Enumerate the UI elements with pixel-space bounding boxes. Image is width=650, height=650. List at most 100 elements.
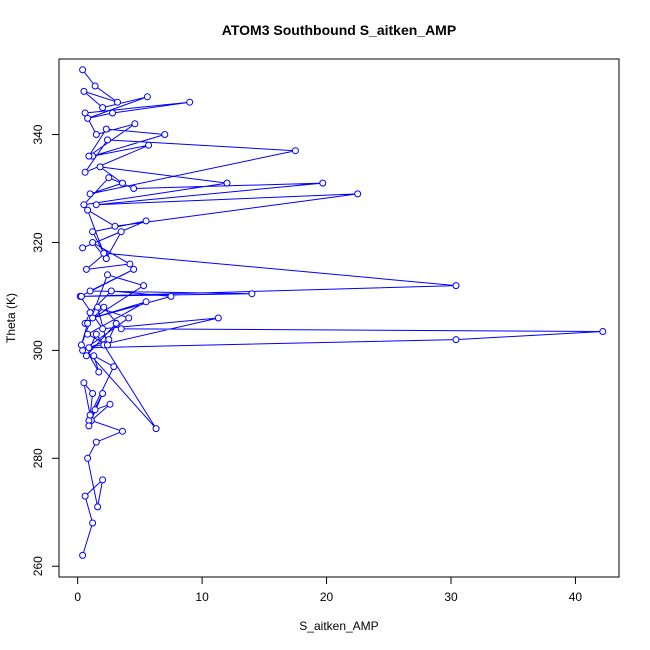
- data-point: [214, 314, 222, 322]
- data-point: [77, 341, 85, 349]
- data-point: [110, 363, 118, 371]
- data-point: [111, 222, 119, 230]
- data-point: [112, 319, 120, 327]
- data-point: [82, 352, 90, 360]
- data-point: [79, 66, 87, 74]
- chart-title: ATOM3 Southbound S_aitken_AMP: [222, 22, 456, 38]
- data-point: [142, 298, 150, 306]
- x-tick-label: 20: [320, 590, 334, 604]
- y-tick-label: 320: [31, 232, 45, 252]
- data-point: [81, 492, 89, 500]
- data-point: [140, 282, 148, 290]
- data-point: [84, 206, 92, 214]
- data-point: [84, 319, 92, 327]
- data-point: [223, 179, 231, 187]
- data-point: [105, 174, 113, 182]
- data-point: [319, 179, 327, 187]
- data-point: [99, 325, 107, 333]
- series-layer: [76, 66, 607, 559]
- data-point: [125, 314, 133, 322]
- data-point: [145, 141, 153, 149]
- data-point: [81, 168, 89, 176]
- data-point: [79, 551, 87, 559]
- data-point: [161, 131, 169, 138]
- data-point: [89, 239, 97, 246]
- data-point: [599, 328, 607, 335]
- y-axis-label: Theta (K): [4, 293, 18, 343]
- data-point: [92, 201, 100, 209]
- x-tick-label: 0: [74, 590, 81, 604]
- data-point: [100, 249, 108, 257]
- y-tick-label: 260: [31, 556, 45, 576]
- data-point: [104, 271, 111, 279]
- data-point: [167, 292, 175, 300]
- data-point: [86, 190, 94, 198]
- data-point: [94, 503, 102, 511]
- data-point: [86, 411, 94, 419]
- data-point: [130, 265, 138, 273]
- x-tick-label: 30: [444, 590, 458, 604]
- plot-frame: [58, 58, 620, 578]
- data-point: [130, 185, 138, 192]
- data-point: [102, 125, 110, 133]
- data-point: [84, 330, 92, 338]
- y-tick-label: 280: [31, 448, 45, 468]
- data-point: [99, 390, 107, 397]
- data-point: [117, 325, 125, 333]
- data-point: [95, 368, 103, 376]
- data-point: [92, 330, 100, 338]
- data-point: [89, 390, 97, 397]
- data-point: [354, 190, 362, 198]
- data-point: [100, 303, 108, 311]
- data-point: [117, 228, 125, 236]
- x-axis-label: S_aitken_AMP: [299, 619, 378, 633]
- data-point: [142, 217, 150, 225]
- data-point: [107, 287, 115, 295]
- data-point: [99, 104, 107, 112]
- data-point: [85, 152, 93, 160]
- data-point: [92, 131, 100, 138]
- data-point: [86, 287, 94, 295]
- data-point: [452, 336, 460, 344]
- data-point: [109, 109, 116, 117]
- data-point: [96, 163, 104, 171]
- y-tick-label: 340: [31, 124, 45, 144]
- data-point: [126, 260, 134, 268]
- data-point: [143, 93, 151, 101]
- data-point: [82, 265, 90, 273]
- data-point: [90, 352, 98, 360]
- data-point: [89, 228, 97, 236]
- data-point: [80, 201, 88, 209]
- data-point: [84, 114, 92, 122]
- data-point: [152, 425, 160, 433]
- data-point: [119, 427, 126, 435]
- data-point: [85, 422, 93, 430]
- data-point: [86, 309, 94, 317]
- data-point: [119, 179, 126, 187]
- y-tick-label: 300: [31, 340, 45, 360]
- data-point: [291, 147, 299, 155]
- data-point: [114, 98, 121, 106]
- data-point: [104, 341, 111, 349]
- data-point: [106, 400, 114, 408]
- data-point: [131, 120, 139, 128]
- data-point: [91, 82, 99, 90]
- data-point: [452, 282, 460, 290]
- data-point: [89, 519, 97, 527]
- data-point: [79, 244, 87, 252]
- data-point: [94, 303, 102, 311]
- data-point: [186, 98, 194, 106]
- x-axis: 0 10 20 30 40: [74, 576, 583, 604]
- data-point: [99, 476, 107, 484]
- data-point: [77, 292, 85, 300]
- data-point: [91, 406, 99, 414]
- data-point: [84, 454, 92, 462]
- data-point: [85, 344, 93, 352]
- x-tick-label: 40: [569, 590, 583, 604]
- data-point: [248, 290, 256, 298]
- series-line: [79, 69, 604, 556]
- data-point: [80, 379, 88, 387]
- x-tick-label: 10: [195, 590, 209, 604]
- data-point: [104, 136, 111, 144]
- data-point: [92, 438, 100, 446]
